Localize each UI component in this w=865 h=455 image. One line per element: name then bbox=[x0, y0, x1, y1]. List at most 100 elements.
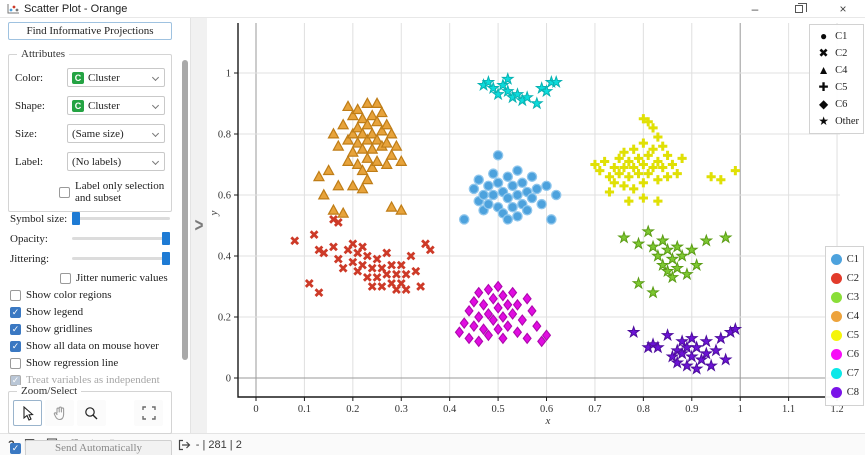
svg-text:1.2: 1.2 bbox=[830, 404, 843, 415]
option-label: Show legend bbox=[26, 306, 84, 318]
checkbox-checked bbox=[10, 306, 21, 318]
output-arrow-icon bbox=[178, 439, 191, 450]
checkbox-checked bbox=[10, 374, 21, 386]
opacity-slider[interactable] bbox=[72, 232, 171, 245]
maximize-button[interactable] bbox=[777, 0, 821, 17]
size-row: Size: (Same size) bbox=[15, 124, 165, 143]
option-label: Show regression line bbox=[26, 357, 119, 369]
show-legend-checkbox[interactable]: Show legend bbox=[10, 306, 172, 318]
legend-label: C5 bbox=[846, 330, 859, 341]
series-C4[interactable] bbox=[312, 97, 408, 218]
color-dot-icon bbox=[830, 311, 842, 322]
color-legend-item: C5 bbox=[830, 326, 859, 345]
select-tool-button[interactable] bbox=[13, 400, 42, 426]
slider-thumb[interactable] bbox=[71, 212, 80, 225]
window-title: Scatter Plot - Orange bbox=[24, 2, 128, 15]
scatter-chart[interactable]: 0 0.1 0.2 0.3 0.4 0.5 0.6 0.7 0.8 0.9 1 1.1 1.2 0 0.2 0… bbox=[207, 18, 865, 433]
jittering-slider[interactable] bbox=[72, 252, 171, 265]
show-regression-line-checkbox[interactable]: Show regression line bbox=[10, 357, 172, 369]
legend-label: C7 bbox=[846, 368, 859, 379]
svg-text:0.9: 0.9 bbox=[685, 404, 698, 415]
categorical-variable-icon: C bbox=[72, 99, 84, 112]
shape-legend-item: ◆ C6 bbox=[815, 96, 859, 113]
triangle-marker-icon: ▲ bbox=[817, 63, 830, 77]
size-dropdown[interactable]: (Same size) bbox=[67, 124, 165, 143]
color-row: Color: C Cluster bbox=[15, 68, 165, 87]
checkbox-unchecked bbox=[59, 186, 70, 198]
svg-text:0.4: 0.4 bbox=[443, 404, 457, 415]
chevron-down-icon bbox=[151, 101, 160, 110]
checkbox-unchecked bbox=[10, 289, 21, 301]
color-dot-icon bbox=[830, 387, 842, 398]
svg-text:0: 0 bbox=[253, 404, 258, 415]
send-automatically-button[interactable]: Send Automatically bbox=[25, 440, 172, 455]
close-button[interactable]: × bbox=[839, 1, 847, 16]
pan-tool-button[interactable] bbox=[45, 400, 74, 426]
checkbox-checked bbox=[10, 340, 21, 352]
shape-legend-item: ● C1 bbox=[815, 28, 859, 45]
color-dot-icon bbox=[830, 292, 842, 303]
svg-text:0.2: 0.2 bbox=[346, 404, 359, 415]
color-dot-icon bbox=[830, 273, 842, 284]
legend-label: C5 bbox=[835, 82, 848, 93]
option-label: Show color regions bbox=[26, 289, 112, 301]
shape-dropdown[interactable]: C Cluster bbox=[67, 96, 165, 115]
reset-zoom-button[interactable] bbox=[134, 400, 163, 426]
show-all-data-on-mouse-hover-checkbox[interactable]: Show all data on mouse hover bbox=[10, 340, 172, 352]
legend-label: C3 bbox=[846, 292, 859, 303]
series-C7[interactable] bbox=[476, 71, 564, 110]
option-label: Treat variables as independent bbox=[26, 374, 160, 386]
color-dropdown[interactable]: C Cluster bbox=[67, 68, 165, 87]
legend-label: C1 bbox=[846, 254, 859, 265]
svg-text:0.3: 0.3 bbox=[395, 404, 408, 415]
slider-thumb[interactable] bbox=[162, 252, 171, 265]
panel-splitter[interactable]: > bbox=[190, 18, 207, 433]
x-marker-icon: ✖ bbox=[818, 46, 829, 60]
series-C5[interactable] bbox=[590, 114, 740, 206]
series-C6[interactable] bbox=[454, 280, 552, 348]
zoom-tool-button[interactable] bbox=[77, 400, 106, 426]
label-dropdown[interactable]: (No labels) bbox=[67, 152, 165, 171]
series-C3[interactable] bbox=[617, 224, 733, 299]
series-C8[interactable] bbox=[626, 322, 743, 375]
control-sidebar: Axis y: N y Find Informative Projections… bbox=[0, 18, 190, 455]
shape-legend-item: ✖ C2 bbox=[815, 45, 859, 62]
star-marker-icon: ★ bbox=[818, 114, 829, 128]
send-automatically-checkbox[interactable] bbox=[10, 443, 21, 454]
chevron-down-icon bbox=[151, 129, 160, 138]
shape-legend: ● C1 ✖ C2 ▲ C4 ✚ C5 ◆ C6 ★ Other bbox=[809, 24, 864, 134]
title-bar: Scatter Plot - Orange – × bbox=[0, 0, 865, 18]
svg-text:0: 0 bbox=[226, 374, 231, 385]
svg-text:1.1: 1.1 bbox=[782, 404, 795, 415]
svg-text:0.5: 0.5 bbox=[492, 404, 505, 415]
color-dot-icon bbox=[830, 254, 842, 265]
jitter-numeric-checkbox[interactable]: Jitter numeric values bbox=[60, 272, 172, 284]
legend-label: C2 bbox=[835, 48, 848, 59]
color-legend: C1 C2 C3 C4 C5 C6 C7 C8 bbox=[824, 246, 864, 406]
svg-text:0.6: 0.6 bbox=[218, 191, 231, 202]
scatter-plot-area[interactable]: 0 0.1 0.2 0.3 0.4 0.5 0.6 0.7 0.8 0.9 1 1.1 1.2 0 0.2 0… bbox=[207, 18, 865, 433]
zoom-select-group: Zoom/Select bbox=[8, 385, 172, 434]
legend-label: C2 bbox=[846, 273, 859, 284]
slider-thumb[interactable] bbox=[162, 232, 171, 245]
show-color-regions-checkbox[interactable]: Show color regions bbox=[10, 289, 172, 301]
label-only-selection-checkbox[interactable]: Label only selection and subset bbox=[59, 180, 165, 204]
minimize-button[interactable]: – bbox=[751, 1, 759, 16]
series-C2[interactable] bbox=[290, 215, 435, 297]
find-informative-projections-button[interactable]: Find Informative Projections bbox=[8, 22, 172, 40]
series-C1[interactable] bbox=[458, 150, 562, 225]
svg-text:1: 1 bbox=[226, 69, 231, 80]
collapse-chevron-icon: > bbox=[194, 214, 204, 237]
svg-text:0.6: 0.6 bbox=[540, 404, 553, 415]
app-icon bbox=[7, 3, 19, 13]
display-options-list: Show color regions Show legend Show gridli… bbox=[8, 289, 172, 391]
color-legend-item: C6 bbox=[830, 345, 859, 364]
sidebar-scrollbar[interactable] bbox=[182, 60, 188, 360]
legend-label: Other bbox=[835, 116, 859, 127]
label-row: Label: (No labels) bbox=[15, 152, 165, 171]
legend-label: C1 bbox=[835, 31, 848, 42]
checkbox-unchecked bbox=[60, 272, 71, 284]
show-gridlines-checkbox[interactable]: Show gridlines bbox=[10, 323, 172, 335]
symbol-size-slider[interactable] bbox=[71, 212, 170, 225]
option-label: Show all data on mouse hover bbox=[26, 340, 159, 352]
